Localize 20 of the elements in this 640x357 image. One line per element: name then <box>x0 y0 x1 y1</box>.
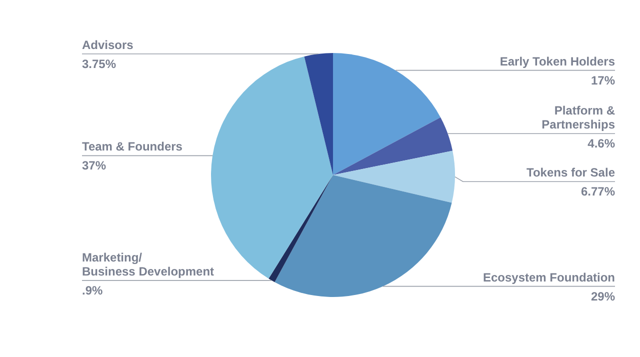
pie-slice <box>333 117 453 175</box>
data-label: 37% <box>82 158 106 173</box>
data-label: 29% <box>590 289 616 304</box>
pie-slice <box>268 175 333 282</box>
slice-label: Platform & Partnerships <box>542 104 616 132</box>
slice-label: Advisors <box>82 38 134 52</box>
data-label: 3.75% <box>82 56 116 71</box>
slice-label: Marketing/ Business Development <box>82 250 214 278</box>
slice-label: Team & Founders <box>82 140 183 154</box>
data-label: .9% <box>82 283 104 298</box>
data-label: 6.77% <box>580 184 616 199</box>
data-label: 4.6% <box>588 136 616 151</box>
slice-label: Ecosystem Foundation <box>482 270 615 284</box>
pie-slice <box>333 150 455 203</box>
pie-slice <box>304 53 333 175</box>
pie-slice <box>333 53 441 175</box>
slice-label: Early Token Holders <box>500 54 616 68</box>
pie-slice <box>274 175 452 297</box>
slice-label: Tokens for Sale <box>526 166 616 180</box>
data-label: 17% <box>590 73 616 88</box>
